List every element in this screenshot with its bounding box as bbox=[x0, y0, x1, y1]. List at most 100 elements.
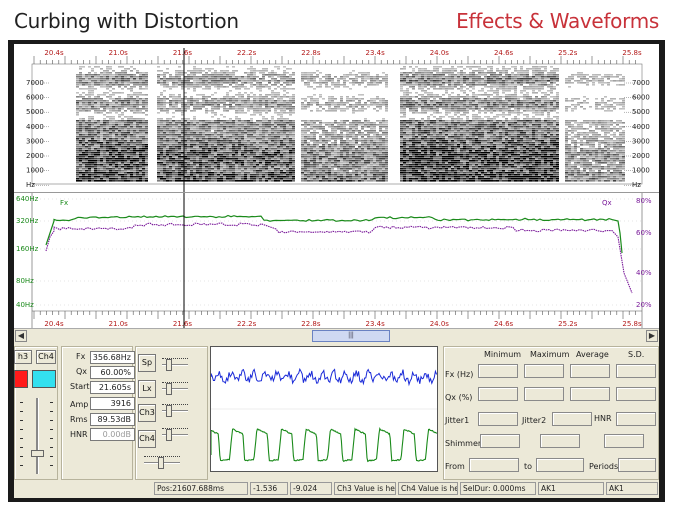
channel-tick bbox=[20, 465, 23, 466]
spec-time-tick-label: 25.8s bbox=[622, 49, 642, 57]
pitch-time-tick-label: 20.4s bbox=[44, 320, 64, 328]
status-value1: -1.536 bbox=[250, 482, 288, 495]
pitch-hz-label: 640Hz bbox=[16, 195, 39, 203]
channel-tick bbox=[20, 438, 23, 439]
pitch-time-tick-label: 24.6s bbox=[494, 320, 514, 328]
qx-max-field bbox=[524, 387, 564, 401]
pitch-panel[interactable]: 640Hz 320Hz 160Hz 80Hz 40Hz 80% 60% 40% 20% Fx Qx 2… bbox=[14, 192, 659, 329]
ch3-button[interactable]: Ch3 bbox=[138, 404, 156, 422]
page-title: Curbing with Distortion bbox=[14, 9, 239, 33]
gain-slider-thumb[interactable] bbox=[158, 457, 164, 469]
scroll-right-button[interactable]: ▶ bbox=[646, 330, 658, 342]
channel-tick bbox=[50, 429, 53, 430]
channel-volume-track[interactable] bbox=[36, 398, 39, 474]
gain-slider-track[interactable] bbox=[162, 388, 188, 390]
stats-group bbox=[443, 346, 659, 480]
jitter2-label: Jitter2 bbox=[522, 416, 547, 425]
spec-time-tick-label: 23.4s bbox=[365, 49, 385, 57]
ch4-button[interactable]: Ch4 bbox=[138, 430, 156, 448]
qx-label: Qx bbox=[76, 367, 88, 376]
pitch-hz-label: 40Hz bbox=[16, 301, 34, 309]
spec-time-tick-label: 20.4s bbox=[44, 49, 64, 57]
channel-tick bbox=[50, 420, 53, 421]
gain-slider-thumb[interactable] bbox=[166, 383, 172, 395]
spectrogram-panel[interactable]: 20.4s 21.0s 21.6s 22.2s 22.8s 23.4s 24.0s 24.6s… bbox=[14, 44, 659, 192]
shimmer-label: Shimmer bbox=[445, 439, 482, 448]
stats-header-minimum: Minimum bbox=[484, 350, 522, 359]
channel-tick bbox=[20, 456, 23, 457]
amp-label: Amp bbox=[70, 400, 89, 409]
start-value: 21.605s bbox=[90, 381, 135, 394]
hnr-stat-label: HNR bbox=[594, 414, 612, 423]
spectrogram-graphic[interactable]: 20.4s 21.0s 21.6s 22.2s 22.8s 23.4s 24.0s 24.6s… bbox=[14, 44, 659, 192]
spec-time-tick-label: 25.2s bbox=[558, 49, 578, 57]
qx-contour bbox=[45, 222, 633, 294]
status-ch4: Ch4 Value is here bbox=[398, 482, 458, 495]
pitch-hz-label: 160Hz bbox=[16, 245, 39, 253]
shimmer-field bbox=[480, 434, 520, 448]
status-ch3: Ch3 Value is here bbox=[334, 482, 396, 495]
gain-slider-track[interactable] bbox=[162, 364, 188, 366]
page-subtitle: Effects & Waveforms bbox=[456, 9, 659, 33]
ch4-color-swatch[interactable] bbox=[32, 370, 56, 388]
channel-tick bbox=[50, 465, 53, 466]
gain-slider-thumb[interactable] bbox=[166, 429, 172, 441]
stats-header-maximum: Maximum bbox=[530, 350, 570, 359]
stats-row-fx: Fx (Hz) bbox=[445, 370, 474, 379]
ch3-select-button[interactable]: h3 bbox=[14, 350, 32, 364]
lx-button[interactable]: Lx bbox=[138, 380, 156, 398]
pitch-time-tick-label: 23.4s bbox=[365, 320, 385, 328]
channel-tick bbox=[20, 429, 23, 430]
scroll-left-button[interactable]: ◀ bbox=[15, 330, 27, 342]
gain-slider-thumb[interactable] bbox=[166, 359, 172, 371]
signal-controls-group bbox=[135, 346, 208, 480]
hnr-value: 0.00dB bbox=[90, 428, 135, 441]
fx-max-field bbox=[524, 364, 564, 378]
start-label: Start bbox=[70, 382, 90, 391]
channel-tick bbox=[20, 420, 23, 421]
page-header: Curbing with Distortion Effects & Wavefo… bbox=[0, 0, 673, 40]
shimmer3-field bbox=[604, 434, 644, 448]
fx-contour bbox=[45, 214, 623, 254]
status-ak1-b: AK1 bbox=[606, 482, 658, 495]
rms-label: Rms bbox=[70, 415, 88, 424]
jitter1-label: Jitter1 bbox=[445, 416, 470, 425]
status-ak1-a: AK1 bbox=[538, 482, 604, 495]
pitch-time-tick-label: 22.8s bbox=[301, 320, 321, 328]
gain-slider-thumb[interactable] bbox=[166, 405, 172, 417]
qx-avg-field bbox=[570, 387, 610, 401]
channel-volume-thumb[interactable] bbox=[31, 450, 44, 457]
ch3-color-swatch[interactable] bbox=[14, 370, 28, 388]
waveform-bottom-trace bbox=[211, 426, 437, 463]
pitch-graphic[interactable]: 640Hz 320Hz 160Hz 80Hz 40Hz 80% 60% 40% 20% Fx Qx 2… bbox=[14, 193, 659, 329]
app-window: 20.4s 21.0s 21.6s 22.2s 22.8s 23.4s 24.0s 24.6s… bbox=[14, 44, 659, 498]
channel-tick bbox=[20, 447, 23, 448]
horizontal-scrollbar[interactable]: ◀ ||| ▶ bbox=[14, 328, 659, 342]
channel-tick bbox=[50, 456, 53, 457]
spec-time-tick-label: 24.6s bbox=[494, 49, 514, 57]
status-bar: Pos:21607.688ms -1.536 -9.024 Ch3 Value … bbox=[154, 482, 659, 496]
gain-slider-track[interactable] bbox=[162, 434, 188, 436]
scroll-thumb[interactable]: ||| bbox=[312, 330, 390, 342]
periods-label: Periods bbox=[589, 462, 619, 471]
from-field bbox=[469, 458, 519, 472]
waveform-graphic[interactable] bbox=[211, 347, 437, 471]
channel-tick bbox=[20, 411, 23, 412]
waveform-panel[interactable] bbox=[210, 346, 438, 472]
gain-slider-ticks bbox=[162, 382, 188, 385]
channel-tick bbox=[50, 447, 53, 448]
gain-slider-ticks bbox=[144, 456, 180, 459]
qx-value: 60.00% bbox=[90, 366, 135, 379]
gain-slider-ticks bbox=[162, 404, 188, 407]
spec-freq-label-left: Hz bbox=[26, 181, 35, 189]
ch4-select-button[interactable]: Ch4 bbox=[36, 350, 56, 364]
gain-slider-track[interactable] bbox=[162, 410, 188, 412]
periods-field bbox=[618, 458, 656, 472]
spectrogram-texture bbox=[76, 66, 625, 182]
pitch-time-tick-label: 24.0s bbox=[430, 320, 450, 328]
pitch-pct-label: 40% bbox=[636, 269, 652, 277]
pitch-pct-label: 20% bbox=[636, 301, 652, 309]
sp-button[interactable]: Sp bbox=[138, 354, 156, 372]
pitch-pct-label: 60% bbox=[636, 229, 652, 237]
pitch-hz-label: 80Hz bbox=[16, 277, 34, 285]
